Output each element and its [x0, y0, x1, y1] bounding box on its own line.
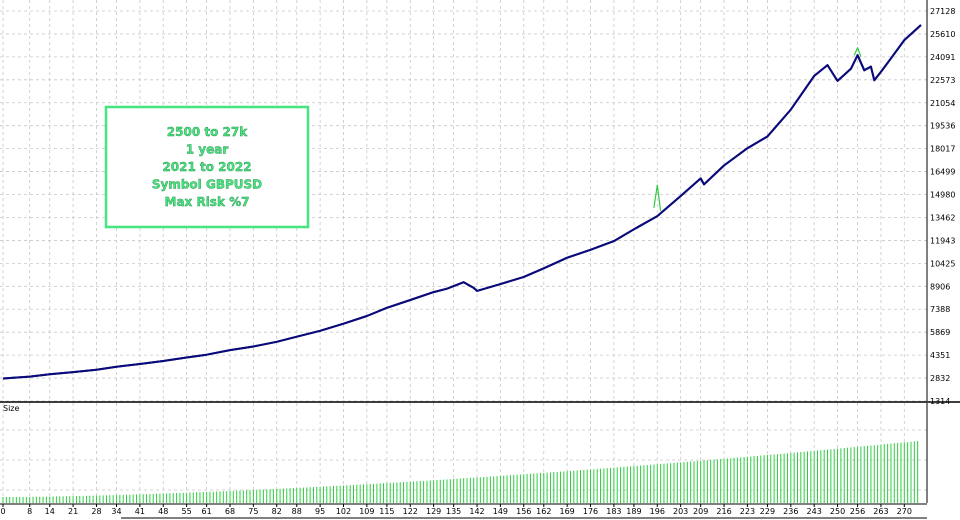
y-axis-ticks: 1314 2832 4351 5869 7388 8906 10425 11943 13462 1… — [930, 7, 955, 406]
x-tick-label: 68 — [225, 507, 235, 516]
x-tick-label: 203 — [673, 507, 688, 516]
annotation-box — [104, 105, 310, 229]
annotation-line: 2500 to 27k — [167, 125, 248, 139]
y-tick-label: 1314 — [930, 397, 950, 406]
x-tick-label: 21 — [68, 507, 78, 516]
x-tick-label: 34 — [111, 507, 121, 516]
x-tick-label: 270 — [897, 507, 912, 516]
x-tick-label: 162 — [536, 507, 551, 516]
x-tick-label: 135 — [446, 507, 461, 516]
x-tick-label: 82 — [272, 507, 282, 516]
x-tick-label: 142 — [469, 507, 484, 516]
y-tick-label: 25610 — [930, 30, 955, 39]
equity-spike-line — [653, 184, 662, 211]
y-tick-label: 11943 — [930, 236, 955, 245]
main-series-group — [2, 24, 922, 380]
x-tick-label: 236 — [783, 507, 798, 516]
x-tick-label: 88 — [292, 507, 302, 516]
y-tick-label: 19536 — [930, 122, 955, 131]
y-tick-label: 4351 — [930, 351, 950, 360]
x-tick-label: 14 — [45, 507, 55, 516]
y-tick-label: 14980 — [930, 191, 955, 200]
x-tick-label: 8 — [27, 507, 32, 516]
x-tick-label: 55 — [182, 507, 192, 516]
x-tick-label: 129 — [426, 507, 441, 516]
x-tick-label: 95 — [315, 507, 325, 516]
x-tick-label: 256 — [850, 507, 865, 516]
y-tick-label: 18017 — [930, 145, 955, 154]
annotation-line: Symbol GBPUSD — [152, 178, 262, 192]
x-tick-label: 41 — [135, 507, 145, 516]
x-tick-label: 156 — [516, 507, 531, 516]
x-tick-label: 229 — [760, 507, 775, 516]
y-tick-label: 22573 — [930, 76, 955, 85]
x-tick-label: 183 — [606, 507, 621, 516]
y-tick-label: 5869 — [930, 328, 950, 337]
x-tick-label: 122 — [403, 507, 418, 516]
x-tick-label: 223 — [740, 507, 755, 516]
annotation-line: 2021 to 2022 — [162, 160, 251, 174]
x-tick-label: 115 — [379, 507, 394, 516]
x-tick-label: 61 — [202, 507, 212, 516]
x-tick-label: 263 — [873, 507, 888, 516]
x-tick-label: 209 — [693, 507, 708, 516]
balance-line-top — [2, 24, 922, 380]
y-tick-label: 10425 — [930, 259, 955, 268]
y-tick-label: 21054 — [930, 99, 955, 108]
x-tick-label: 250 — [830, 507, 845, 516]
annotation-line: 1 year — [186, 143, 229, 157]
x-tick-label: 196 — [650, 507, 665, 516]
x-axis-ticks: 0 8 14 21 28 34 41 48 55 61 68 75 82 88 95 102 109 115 122… — [0, 504, 912, 516]
y-tick-label: 2832 — [930, 374, 950, 383]
size-bars-group — [2, 441, 919, 503]
x-tick-label: 176 — [583, 507, 598, 516]
x-tick-label: 149 — [493, 507, 508, 516]
size-panel-label: Size — [3, 404, 20, 413]
x-tick-label: 189 — [626, 507, 641, 516]
x-tick-label: 75 — [248, 507, 258, 516]
x-tick-label: 243 — [807, 507, 822, 516]
x-tick-label: 216 — [716, 507, 731, 516]
x-tick-label: 169 — [560, 507, 575, 516]
annotation-line: Max Risk %7 — [165, 195, 250, 209]
y-tick-label: 16499 — [930, 168, 955, 177]
x-tick-label: 109 — [359, 507, 374, 516]
y-tick-label: 8906 — [930, 282, 950, 291]
annotation-text-group: 2500 to 27k 1 year 2021 to 2022 Symbol GBPU… — [152, 125, 263, 209]
equity-spike-line — [853, 47, 862, 57]
x-tick-label: 28 — [91, 507, 101, 516]
y-tick-label: 13462 — [930, 213, 955, 222]
x-tick-label: 102 — [336, 507, 351, 516]
x-tick-label: 0 — [0, 507, 5, 516]
y-tick-label: 27128 — [930, 7, 955, 16]
x-tick-label: 48 — [158, 507, 168, 516]
y-tick-label: 7388 — [930, 305, 950, 314]
y-tick-label: 24091 — [930, 53, 955, 62]
